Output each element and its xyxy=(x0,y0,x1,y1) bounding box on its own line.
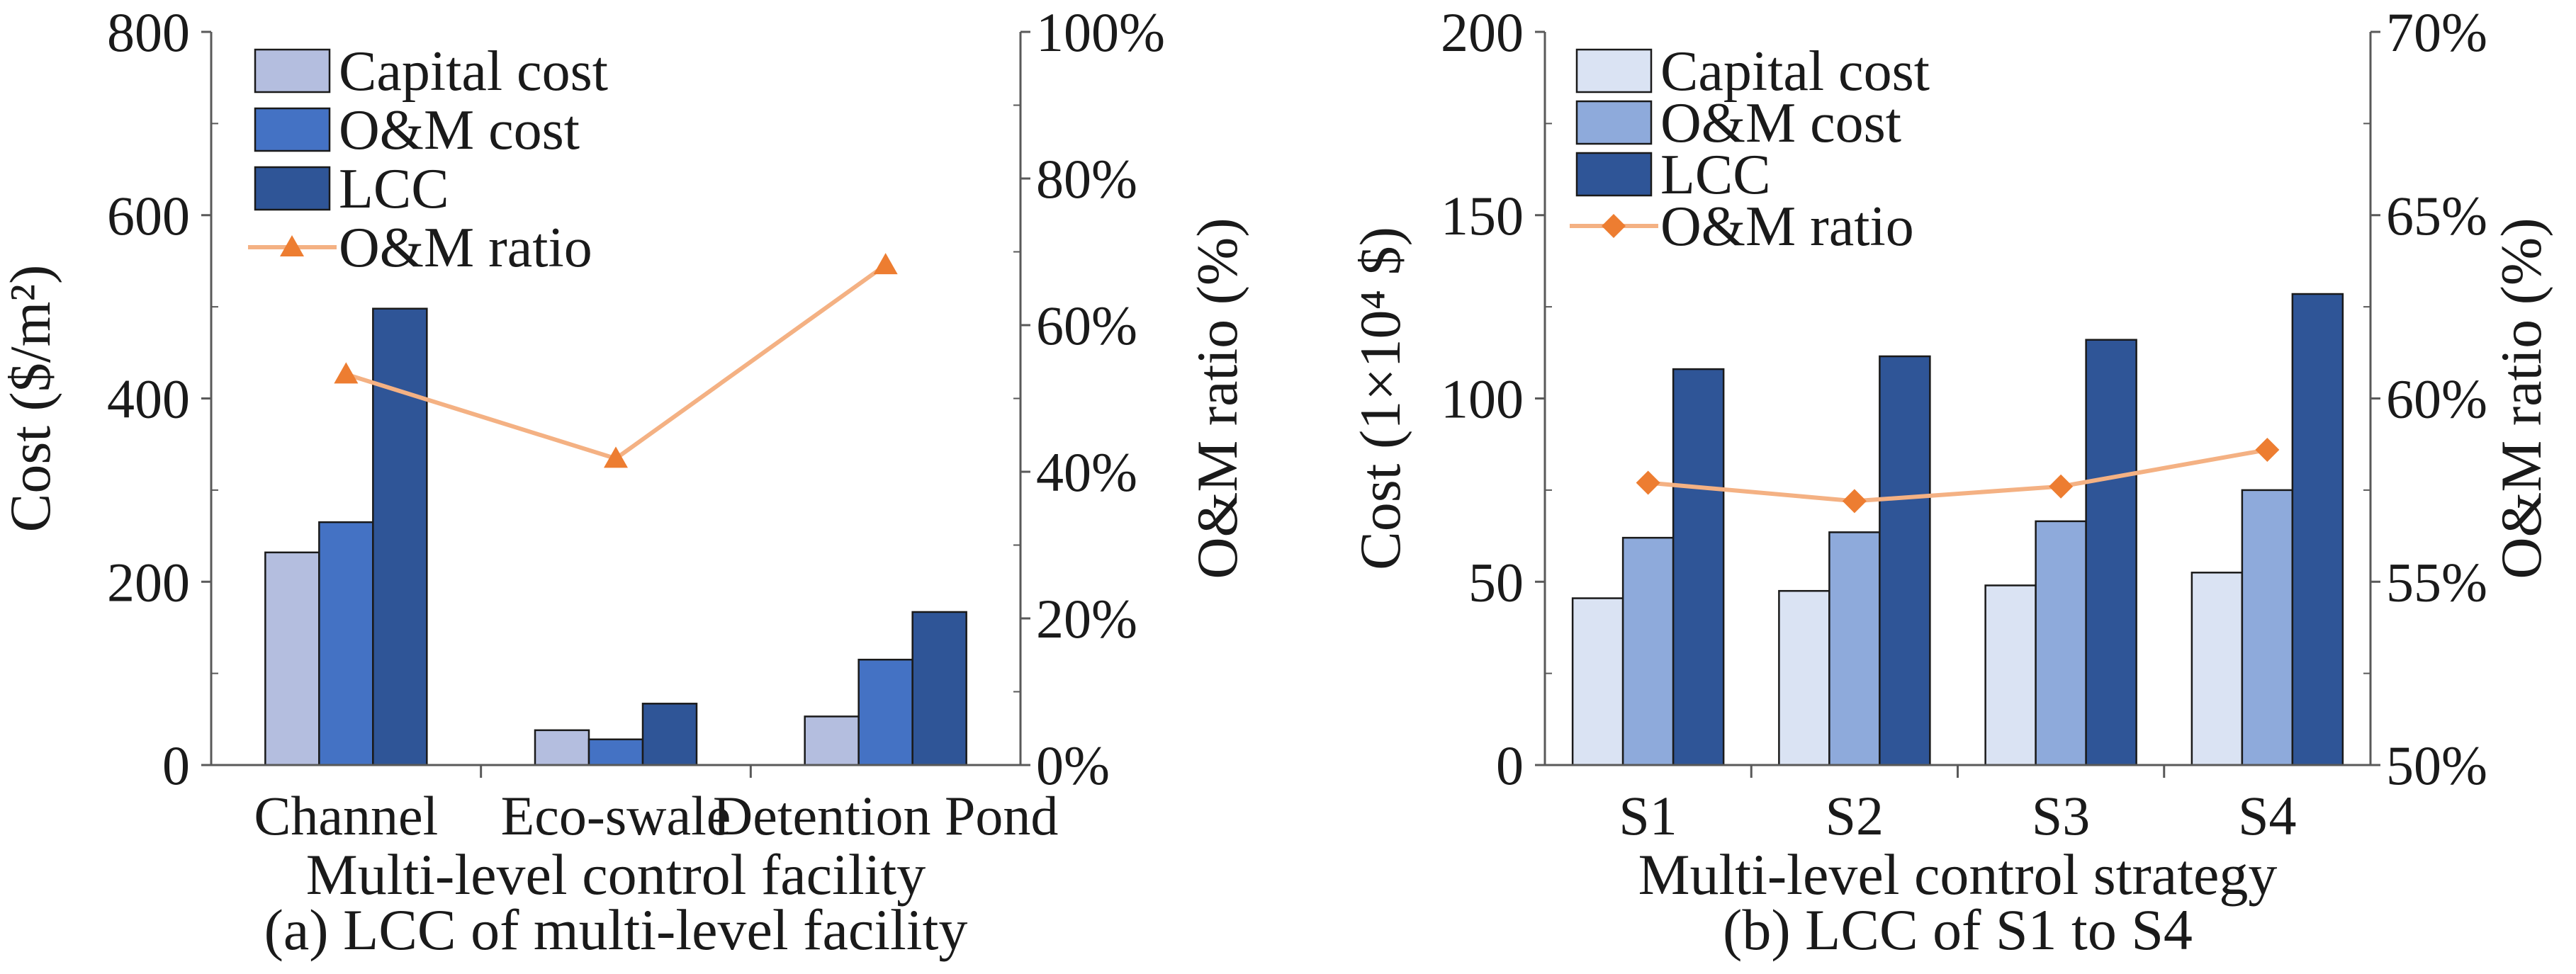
x-category-label: S4 xyxy=(2238,785,2296,846)
y2-tick-label: 80% xyxy=(1036,148,1137,210)
figure-caption: (b) LCC of S1 to S4 xyxy=(1723,897,2193,962)
y2-axis-title: O&M ratio (%) xyxy=(2489,217,2553,579)
bar-o-m-cost-1 xyxy=(587,738,644,766)
figure-caption: (a) LCC of multi-level facility xyxy=(264,897,968,962)
y2-tick-label: 55% xyxy=(2386,551,2487,613)
bar-lcc-2 xyxy=(911,611,967,766)
ratio-marker-2 xyxy=(2049,474,2074,499)
y-axis-title: Cost ($/m²) xyxy=(0,265,62,533)
legend-label-2: LCC xyxy=(339,158,449,220)
legend-swatch-2 xyxy=(254,166,331,211)
y-axis-title: Cost (1×10⁴ $) xyxy=(1348,227,1412,570)
bar-o-m-cost-0 xyxy=(318,521,374,766)
bar-o-m-cost-3 xyxy=(2241,489,2294,766)
bar-o-m-cost-1 xyxy=(1828,531,1881,766)
ratio-marker-2 xyxy=(873,253,898,275)
bar-capital-cost-0 xyxy=(264,551,320,766)
y2-tick-label: 40% xyxy=(1036,441,1137,503)
legend-swatch-1 xyxy=(1575,100,1653,145)
ratio-marker-3 xyxy=(2255,437,2280,462)
bar-capital-cost-2 xyxy=(1984,584,2037,766)
x-category-label: S2 xyxy=(1826,785,1884,846)
y2-tick-label: 60% xyxy=(1036,295,1137,356)
legend-swatch-2 xyxy=(1575,152,1653,197)
x-axis-title: Multi-level control facility xyxy=(306,842,926,907)
legend-label-1: O&M cost xyxy=(1660,92,1901,154)
legend-label-3: O&M ratio xyxy=(1660,196,1914,258)
y2-tick-label: 60% xyxy=(2386,368,2487,430)
x-category-label: Channel xyxy=(254,785,438,846)
y-tick-label: 150 xyxy=(1441,185,1524,247)
chart-a: 0 200 400 600 800 0% 20% 40% 60% 80% 100% Channel Ec… xyxy=(0,1,1249,962)
legend-swatch-0 xyxy=(1575,48,1653,94)
bar-lcc-1 xyxy=(641,703,698,766)
y-tick-label: 100 xyxy=(1441,368,1524,430)
bar-lcc-2 xyxy=(2085,339,2137,766)
ratio-marker-0 xyxy=(334,362,359,384)
legend-label-0: Capital cost xyxy=(339,40,608,103)
x-category-label: S1 xyxy=(1619,785,1677,846)
bar-lcc-0 xyxy=(372,307,428,766)
ratio-marker-1 xyxy=(1842,489,1867,514)
legend-marker xyxy=(280,235,304,256)
y2-tick-label: 70% xyxy=(2386,1,2487,63)
ratio-marker-0 xyxy=(1636,470,1660,495)
bar-capital-cost-1 xyxy=(1778,589,1830,766)
ratio-marker-1 xyxy=(604,446,628,468)
y-tick-label: 50 xyxy=(1468,551,1524,613)
x-category-label: S3 xyxy=(2032,785,2090,846)
y2-axis-title: O&M ratio (%) xyxy=(1185,217,1249,579)
y2-tick-label: 20% xyxy=(1036,588,1137,650)
x-axis-title: Multi-level control strategy xyxy=(1638,842,2278,907)
y-tick-label: 200 xyxy=(107,551,190,613)
y2-tick-label: 0% xyxy=(1036,735,1110,796)
y2-tick-label: 100% xyxy=(1036,1,1165,63)
legend-marker xyxy=(1602,214,1626,238)
ratio-line xyxy=(1648,447,2268,504)
bar-lcc-1 xyxy=(1879,355,1931,766)
y2-tick-label: 65% xyxy=(2386,185,2487,247)
x-category-label: Detention Pond xyxy=(713,785,1058,846)
x-category-label: Eco-swale xyxy=(501,785,731,846)
chart-b: 0 50 100 150 200 50% 55% 60% 65% 70% S1 S2 S3 S4 Capit… xyxy=(1348,1,2553,962)
y-tick-label: 600 xyxy=(107,185,190,247)
legend-swatch-0 xyxy=(254,48,331,94)
y-tick-label: 0 xyxy=(1496,735,1524,796)
bar-lcc-0 xyxy=(1672,368,1725,766)
legend-label-2: LCC xyxy=(1660,144,1771,206)
legend-label-1: O&M cost xyxy=(339,99,580,162)
bar-capital-cost-1 xyxy=(534,729,590,766)
bar-o-m-cost-2 xyxy=(857,658,913,766)
bar-o-m-cost-2 xyxy=(2035,520,2087,766)
bar-o-m-cost-0 xyxy=(1621,536,1675,766)
legend-label-0: Capital cost xyxy=(1660,40,1930,103)
y-tick-label: 800 xyxy=(107,1,190,63)
legend-label-3: O&M ratio xyxy=(339,217,592,279)
y2-tick-label: 50% xyxy=(2386,735,2487,796)
bar-capital-cost-0 xyxy=(1571,597,1624,766)
legend-swatch-1 xyxy=(254,107,331,152)
bar-lcc-3 xyxy=(2291,293,2344,766)
y-tick-label: 200 xyxy=(1441,1,1524,63)
bar-capital-cost-2 xyxy=(804,715,860,766)
bar-capital-cost-3 xyxy=(2190,572,2244,766)
y-tick-label: 0 xyxy=(162,735,190,796)
y-tick-label: 400 xyxy=(107,368,190,430)
